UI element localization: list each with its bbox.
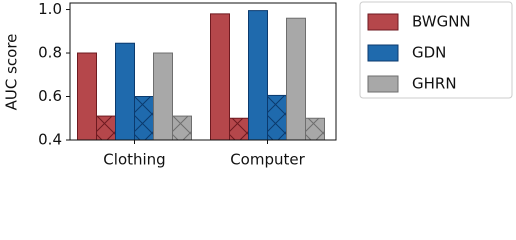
- hatched-bar: [96, 115, 116, 141]
- bar: [286, 17, 306, 141]
- legend-label: GDN: [412, 44, 446, 62]
- bar: [248, 10, 268, 141]
- y-tick-label: 0.6: [38, 87, 62, 105]
- hatched-bar: [267, 94, 287, 141]
- hatched-bar: [134, 96, 154, 141]
- legend-swatch: [367, 44, 399, 62]
- x-tick-label: Clothing: [103, 151, 165, 169]
- hatched-bar: [229, 117, 249, 141]
- x-tick-label: Computer: [230, 151, 305, 169]
- legend-label: BWGNN: [412, 13, 471, 31]
- legend-swatch: [367, 75, 399, 93]
- y-tick-label: 0.8: [38, 44, 62, 62]
- bar: [153, 52, 173, 141]
- hatched-bar: [172, 115, 192, 141]
- bar: [210, 13, 230, 141]
- y-tick-label: 1.0: [38, 0, 62, 18]
- y-tick-label: 0.4: [38, 131, 62, 149]
- bar: [115, 42, 135, 141]
- chart: AUC score 0.4 0.6 0.8 1.0 Clothing Computer BW…: [3, 0, 513, 169]
- bar: [77, 52, 97, 141]
- y-axis-label: AUC score: [3, 34, 21, 111]
- hatched-bar: [305, 117, 325, 141]
- legend-swatch: [367, 13, 399, 31]
- legend-label: GHRN: [412, 75, 457, 93]
- plot-frame: [69, 2, 337, 141]
